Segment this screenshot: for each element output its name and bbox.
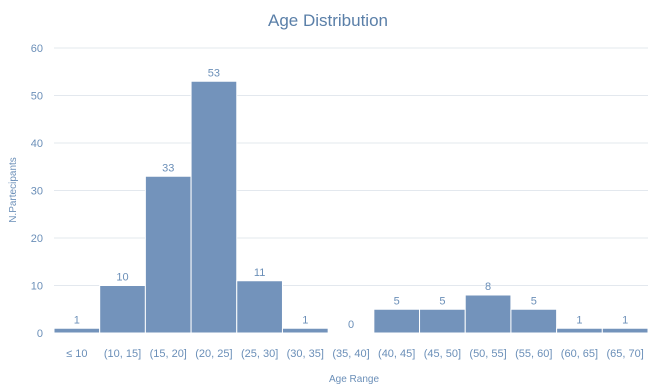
- bar: [281, 327, 329, 334]
- bars: [53, 80, 648, 334]
- bar: [556, 327, 603, 334]
- data-label: 1: [576, 314, 582, 326]
- data-label: 8: [485, 281, 491, 293]
- chart-title: Age Distribution: [268, 11, 388, 30]
- x-tick-label: (15, 20]: [150, 348, 187, 360]
- bar: [53, 327, 101, 334]
- bar: [464, 294, 512, 334]
- x-tick-label: (20, 25]: [195, 348, 232, 360]
- data-label: 1: [74, 314, 80, 326]
- bar: [236, 280, 283, 334]
- x-tick-label: (40, 45]: [378, 348, 415, 360]
- y-tick-label: 50: [31, 91, 43, 103]
- data-label: 0: [348, 319, 354, 331]
- bar: [419, 308, 466, 334]
- x-tick-label: ≤ 10: [66, 348, 87, 360]
- bar: [601, 327, 648, 334]
- x-tick-label: (50, 55]: [469, 348, 506, 360]
- bar: [510, 308, 558, 334]
- x-tick-label: (35, 40]: [332, 348, 369, 360]
- x-tick-label: (30, 35]: [287, 348, 324, 360]
- y-axis-label: N.Partecipants: [8, 157, 19, 223]
- x-tick-label: (65, 70]: [606, 348, 643, 360]
- data-label: 10: [116, 272, 128, 284]
- data-label: 53: [208, 67, 220, 79]
- data-label: 5: [439, 295, 445, 307]
- x-axis-label: Age Range: [329, 374, 379, 385]
- y-tick-label: 10: [31, 281, 43, 293]
- bar: [99, 285, 146, 334]
- x-tick-label: (60, 65]: [561, 348, 598, 360]
- data-label: 11: [254, 267, 265, 279]
- data-label: 5: [394, 295, 400, 307]
- gridlines: [54, 47, 648, 286]
- data-label: 1: [302, 314, 308, 326]
- bar: [144, 175, 192, 334]
- x-tick-label: (25, 30]: [241, 348, 278, 360]
- x-tick-label: (55, 60]: [515, 348, 552, 360]
- bar: [190, 80, 238, 334]
- y-tick-label: 0: [37, 328, 43, 340]
- data-label: 5: [531, 295, 537, 307]
- y-tick-label: 30: [31, 186, 43, 198]
- data-label: 1: [622, 314, 628, 326]
- y-tick-labels: 0 10 20 30 40 50 60: [31, 43, 43, 340]
- data-label: 33: [162, 162, 174, 174]
- x-tick-label: (45, 50]: [424, 348, 461, 360]
- x-tick-labels: ≤ 10 (10, 15] (15, 20] (20, 25] (25, 30] (30,…: [66, 348, 644, 360]
- bar: [373, 308, 421, 334]
- x-tick-label: (10, 15]: [104, 348, 141, 360]
- y-tick-label: 60: [31, 43, 43, 55]
- y-tick-label: 20: [31, 233, 43, 245]
- y-tick-label: 40: [31, 138, 43, 150]
